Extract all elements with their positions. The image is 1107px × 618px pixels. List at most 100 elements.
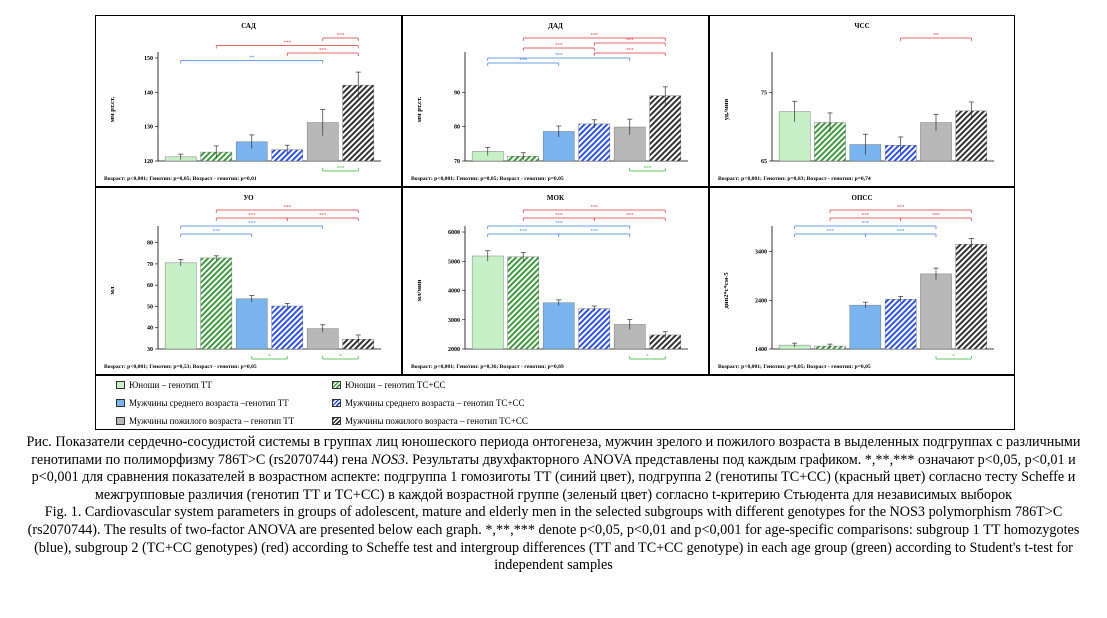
chart-svg: ДАД мм рт.ст. 70 80 90 *** *** *** *** *** *** *** В… <box>411 22 688 182</box>
panel-hr: ЧСС уд./мин 65 75 ** Возраст: p<0,001; Геноти… <box>709 15 1015 187</box>
bar <box>884 299 917 350</box>
chart-title: ДАД <box>548 22 563 30</box>
legend-swatch <box>332 399 341 407</box>
legend: Юноши – генотип ТТ Юноши – генотип ТС+СС… <box>95 375 1015 430</box>
anova-text: Возраст: p<0,001; Генотип: p=0,05; Возра… <box>104 176 257 182</box>
y-tick-label: 3000 <box>448 318 460 324</box>
chart-title: ЧСС <box>854 22 869 30</box>
bracket-label: *** <box>591 206 599 211</box>
y-axis-label: мм рт.ст. <box>416 96 423 122</box>
bracket-label: * <box>952 355 955 360</box>
chart-svg: ЧСС уд./мин 65 75 ** Возраст: p<0,001; Геноти… <box>718 22 994 182</box>
y-tick-label: 140 <box>144 90 153 96</box>
caption-en: Fig. 1. Cardiovascular system parameters… <box>27 504 1080 574</box>
chart-title: МОК <box>547 194 565 202</box>
y-tick-label: 120 <box>144 159 153 165</box>
legend-swatch <box>332 417 341 425</box>
bracket-label: *** <box>337 34 345 39</box>
y-tick-label: 130 <box>144 125 153 131</box>
bracket-label: *** <box>555 54 563 59</box>
legend-item: Мужчины пожилого возраста – генотип ТТ <box>116 416 294 426</box>
legend-swatch <box>116 381 125 389</box>
caption-ru: Рис. Показатели сердечно-сосудистой сист… <box>20 434 1087 504</box>
bracket-label: *** <box>319 214 327 219</box>
figure-caption: Рис. Показатели сердечно-сосудистой сист… <box>20 434 1087 575</box>
bracket-label: *** <box>862 222 870 227</box>
bar <box>578 308 611 350</box>
y-tick-label: 60 <box>147 283 153 289</box>
y-tick-label: 40 <box>147 326 153 332</box>
caption-ru-suffix: . Результаты двухфакторного ANOVA предст… <box>31 451 1076 503</box>
bracket-label: * <box>339 355 342 360</box>
bracket-label: *** <box>248 222 256 227</box>
bracket-label: *** <box>862 214 870 219</box>
bracket-label: *** <box>337 167 345 172</box>
bracket-label: *** <box>520 230 528 235</box>
legend-label: Мужчины среднего возраста –генотип ТТ <box>129 398 289 408</box>
bar <box>920 273 952 350</box>
y-axis-label: мл/мин <box>416 279 423 301</box>
legend-swatch <box>332 381 341 389</box>
bracket-label: *** <box>555 222 563 227</box>
legend-item: Юноши – генотип ТС+СС <box>332 380 445 390</box>
anova-text: Возраст: p<0,001; Генотип: p=0,05; Возра… <box>411 176 564 182</box>
y-axis-label: мм рт.ст. <box>109 96 116 122</box>
y-tick-label: 1400 <box>755 347 767 353</box>
bracket-label: *** <box>932 214 940 219</box>
legend-swatch <box>116 399 125 407</box>
y-axis-label: уд./мин <box>723 99 730 121</box>
panel-dad: ДАД мм рт.ст. 70 80 90 *** *** *** *** *** *** *** В… <box>402 15 709 187</box>
bracket-label: *** <box>520 59 528 64</box>
y-tick-label: 3400 <box>755 250 767 256</box>
bracket-label: *** <box>826 230 834 235</box>
bar <box>164 262 197 350</box>
bar <box>649 95 682 162</box>
y-tick-label: 80 <box>454 125 460 131</box>
bracket-label: *** <box>555 214 563 219</box>
bracket-label: *** <box>591 34 599 39</box>
bracket-label: ** <box>249 56 255 61</box>
anova-text: Возраст: p<0,001; Генотип: p=0,83; Возра… <box>718 176 871 182</box>
bar <box>235 298 268 350</box>
anova-text: Возраст: p<0,001; Генотип: p=0,53; Возра… <box>104 364 257 370</box>
bar <box>578 123 611 162</box>
bracket-label: *** <box>626 39 634 44</box>
bar <box>507 256 540 350</box>
bracket-label: *** <box>319 49 327 54</box>
y-tick-label: 5000 <box>448 259 460 265</box>
panel-sv: УО мл 30 40 50 60 70 80 *** *** *** *** *** * * Возраст… <box>95 187 402 375</box>
chart-title: ОПСС <box>852 194 873 202</box>
bracket-label: *** <box>591 230 599 235</box>
y-tick-label: 150 <box>144 56 153 62</box>
anova-text: Возраст: p<0,001; Генотип: p=0,36; Возра… <box>411 364 564 370</box>
legend-item: Юноши – генотип ТТ <box>116 380 212 390</box>
chart-title: УО <box>243 194 254 202</box>
legend-label: Юноши – генотип ТТ <box>129 380 212 390</box>
y-tick-label: 75 <box>761 90 767 96</box>
y-tick-label: 4000 <box>448 289 460 295</box>
caption-ru-prefix: Рис. Показатели сердечно-сосудистой сист… <box>26 434 1081 468</box>
bracket-label: *** <box>644 167 652 172</box>
bracket-label: *** <box>626 49 634 54</box>
y-tick-label: 65 <box>761 159 767 165</box>
legend-item: Мужчины пожилого возраста – генотип ТС+С… <box>332 416 528 426</box>
bar <box>542 302 575 350</box>
legend-swatch <box>116 417 125 425</box>
panel-opss: ОПСС дин2*с*см-5 1400 2400 3400 *** *** *** *** *… <box>709 187 1015 375</box>
bar <box>849 304 882 350</box>
y-tick-label: 2000 <box>448 347 460 353</box>
panel-sad: САД мм рт.ст. 120 130 140 150 *** *** *** ** *** Во… <box>95 15 402 187</box>
y-tick-label: 80 <box>147 241 153 247</box>
legend-item: Мужчины среднего возраста –генотип ТТ <box>116 398 289 408</box>
legend-label: Мужчины пожилого возраста – генотип ТС+С… <box>345 416 528 426</box>
bracket-label: * <box>646 355 649 360</box>
caption-ru-gene: NOS3 <box>371 451 406 468</box>
bracket-label: *** <box>626 214 634 219</box>
figure: САД мм рт.ст. 120 130 140 150 *** *** *** ** *** Во… <box>93 13 1017 430</box>
bar <box>471 255 504 350</box>
bracket-label: *** <box>284 41 292 46</box>
